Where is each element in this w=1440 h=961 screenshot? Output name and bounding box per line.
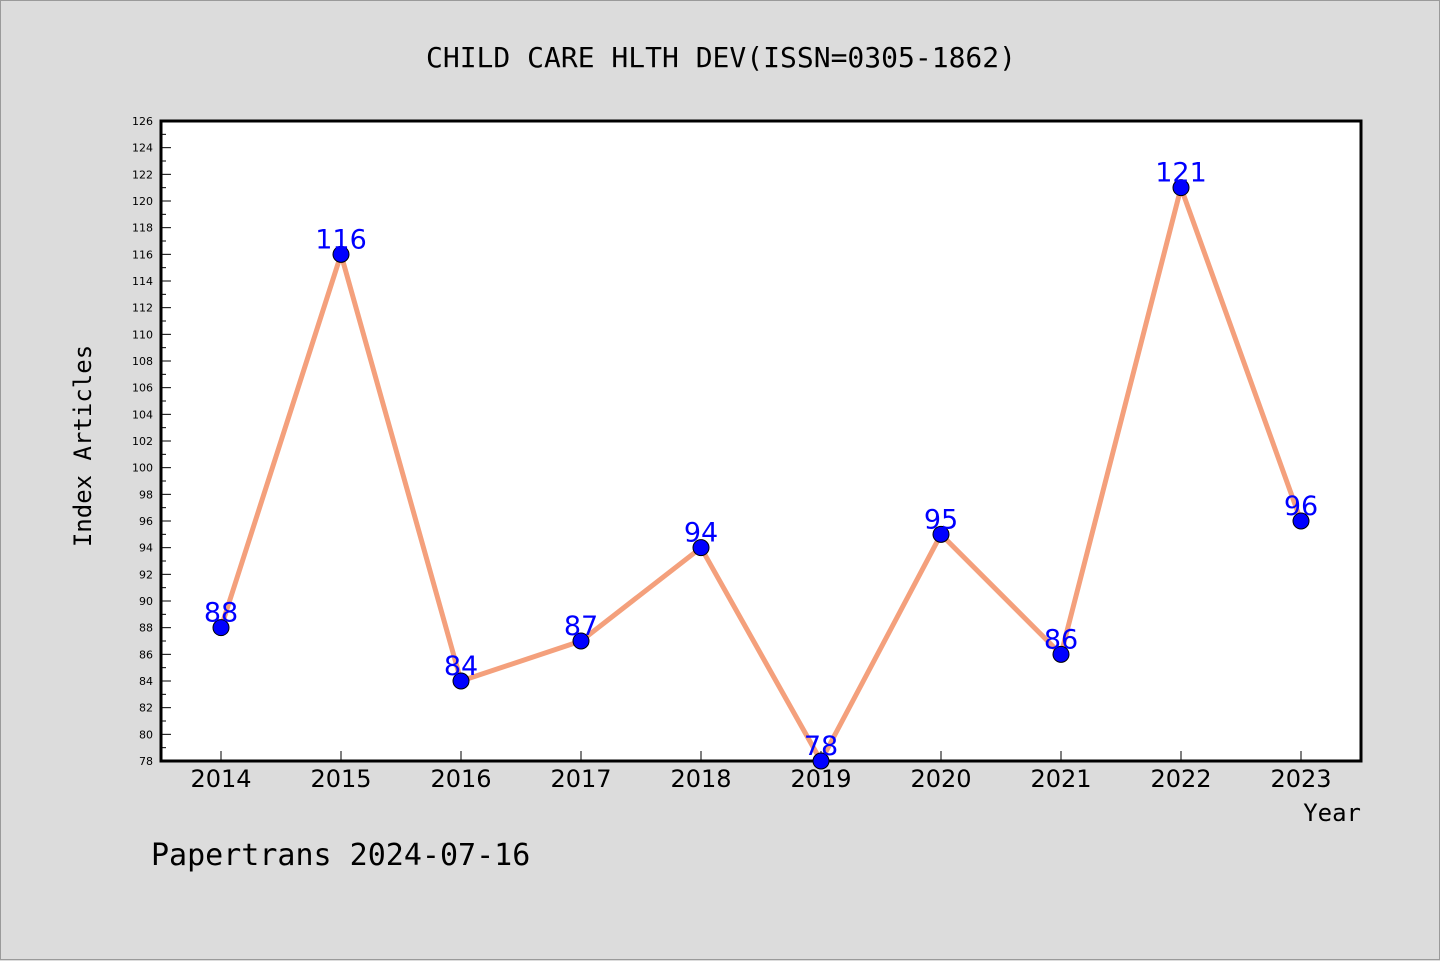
y-tick-label: 118 bbox=[132, 222, 153, 235]
x-axis-label: Year bbox=[1303, 799, 1361, 827]
y-tick-label: 114 bbox=[132, 275, 153, 288]
data-label: 96 bbox=[1284, 491, 1318, 522]
data-point bbox=[1172, 179, 1190, 197]
plot-area bbox=[159, 119, 1363, 763]
x-tick-label: 2016 bbox=[430, 765, 491, 793]
x-tick-label: 2022 bbox=[1150, 765, 1211, 793]
data-point bbox=[692, 539, 710, 557]
chart-title: CHILD CARE HLTH DEV(ISSN=0305-1862) bbox=[426, 41, 1016, 74]
data-label: 86 bbox=[1044, 624, 1078, 655]
x-axis: 2014 2015 2016 2017 2018 2019 2020 2021 2022 2023 bbox=[190, 751, 1332, 793]
y-tick-label: 124 bbox=[132, 142, 153, 155]
data-points-group bbox=[212, 179, 1310, 770]
data-point bbox=[332, 245, 350, 263]
y-tick-label: 104 bbox=[132, 408, 153, 421]
y-tick-label: 102 bbox=[132, 435, 153, 448]
data-point bbox=[1052, 645, 1070, 663]
data-label: 94 bbox=[684, 518, 718, 549]
data-point bbox=[572, 632, 590, 650]
data-point bbox=[452, 672, 470, 690]
x-tick-label: 2020 bbox=[910, 765, 971, 793]
y-tick-label: 112 bbox=[132, 302, 153, 315]
x-tick-label: 2023 bbox=[1270, 765, 1331, 793]
data-label: 84 bbox=[444, 651, 478, 682]
x-tick-label: 2018 bbox=[670, 765, 731, 793]
y-axis: 78 80 82 84 86 88 90 92 94 96 98 100 102 104 106 108 110… bbox=[132, 115, 171, 768]
data-labels-group: 88 116 84 87 94 78 95 86 121 96 bbox=[204, 158, 1318, 762]
x-tick-label: 2015 bbox=[310, 765, 371, 793]
y-tick-label: 84 bbox=[139, 675, 153, 688]
y-tick-label: 80 bbox=[139, 728, 153, 741]
y-tick-label: 82 bbox=[139, 702, 153, 715]
data-label: 87 bbox=[564, 611, 598, 642]
y-tick-label: 92 bbox=[139, 568, 153, 581]
footer-credit: Papertrans 2024-07-16 bbox=[151, 838, 530, 873]
y-tick-label: 88 bbox=[139, 622, 153, 635]
y-tick-label: 78 bbox=[139, 755, 153, 768]
y-tick-label: 100 bbox=[132, 462, 153, 475]
data-label: 121 bbox=[1155, 158, 1207, 189]
y-tick-label: 94 bbox=[139, 542, 153, 555]
data-label: 88 bbox=[204, 598, 238, 629]
y-tick-label: 108 bbox=[132, 355, 153, 368]
series-line-group bbox=[218, 185, 1304, 764]
y-tick-label: 106 bbox=[132, 382, 153, 395]
y-tick-label: 110 bbox=[132, 328, 153, 341]
data-point bbox=[212, 619, 230, 637]
data-point bbox=[932, 525, 950, 543]
y-tick-label: 96 bbox=[139, 515, 153, 528]
y-tick-label: 98 bbox=[139, 488, 153, 501]
x-tick-label: 2017 bbox=[550, 765, 611, 793]
y-tick-label: 86 bbox=[139, 648, 153, 661]
data-point bbox=[1292, 512, 1310, 530]
x-tick-label: 2014 bbox=[190, 765, 251, 793]
data-point bbox=[812, 752, 830, 770]
y-tick-label: 126 bbox=[132, 115, 153, 128]
x-tick-label: 2019 bbox=[790, 765, 851, 793]
y-axis-label: Index Articles bbox=[69, 345, 97, 547]
y-tick-label: 122 bbox=[132, 168, 153, 181]
series-line bbox=[218, 185, 1304, 764]
y-tick-label: 90 bbox=[139, 595, 153, 608]
y-tick-label: 120 bbox=[132, 195, 153, 208]
data-label: 95 bbox=[924, 504, 958, 535]
y-tick-label: 116 bbox=[132, 248, 153, 261]
data-label: 78 bbox=[804, 731, 838, 762]
data-label: 116 bbox=[315, 224, 367, 255]
x-tick-label: 2021 bbox=[1030, 765, 1091, 793]
